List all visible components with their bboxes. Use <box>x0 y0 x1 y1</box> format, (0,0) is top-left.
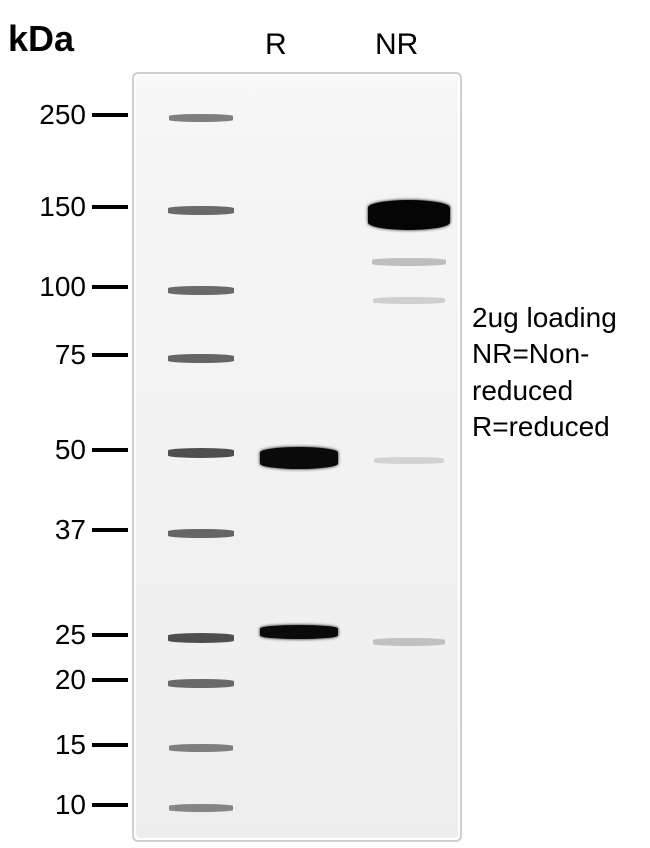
nr-lane-band-3 <box>374 457 444 464</box>
gel-figure: kDa 250 150 100 75 50 37 25 20 15 10 R NR 2ug load… <box>0 0 650 848</box>
nr-lane-band-0 <box>368 200 450 230</box>
ladder-band-6 <box>168 633 234 643</box>
mw-tick-250 <box>92 113 128 117</box>
mw-tick-25 <box>92 633 128 637</box>
nr-lane-band-1 <box>372 258 446 266</box>
nr-lane-band-4 <box>373 638 445 646</box>
ladder-band-8 <box>169 744 233 752</box>
mw-label-10: 10 <box>16 789 86 821</box>
lane-label-r: R <box>265 28 287 62</box>
mw-label-75: 75 <box>16 339 86 371</box>
annotation-line: 2ug loading <box>472 300 647 336</box>
mw-label-100: 100 <box>16 271 86 303</box>
annotation-line: NR=Non- <box>472 336 647 372</box>
mw-label-20: 20 <box>16 664 86 696</box>
lane-label-nr: NR <box>375 28 418 62</box>
mw-label-50: 50 <box>16 434 86 466</box>
ladder-band-0 <box>169 114 233 122</box>
mw-tick-50 <box>92 448 128 452</box>
r-lane-band-0 <box>260 447 338 469</box>
mw-tick-150 <box>92 205 128 209</box>
r-lane-band-1 <box>260 625 338 639</box>
annotation-line: R=reduced <box>472 409 647 445</box>
ladder-band-5 <box>168 529 234 538</box>
ladder-band-9 <box>169 804 233 812</box>
mw-tick-75 <box>92 353 128 357</box>
mw-label-25: 25 <box>16 619 86 651</box>
mw-tick-20 <box>92 678 128 682</box>
ladder-band-4 <box>168 448 234 458</box>
ladder-band-2 <box>168 286 234 295</box>
mw-label-150: 150 <box>16 191 86 223</box>
mw-tick-100 <box>92 285 128 289</box>
mw-tick-37 <box>92 528 128 532</box>
annotation-line: reduced <box>472 373 647 409</box>
nr-lane-band-2 <box>373 297 445 304</box>
ladder-band-1 <box>168 206 234 215</box>
mw-label-15: 15 <box>16 729 86 761</box>
ladder-band-3 <box>168 354 234 363</box>
ladder-band-7 <box>168 679 234 688</box>
mw-label-37: 37 <box>16 514 86 546</box>
y-axis-label: kDa <box>8 18 74 60</box>
annotation-text: 2ug loadingNR=Non-reducedR=reduced <box>472 300 647 446</box>
mw-tick-15 <box>92 743 128 747</box>
mw-tick-10 <box>92 803 128 807</box>
mw-label-250: 250 <box>16 99 86 131</box>
